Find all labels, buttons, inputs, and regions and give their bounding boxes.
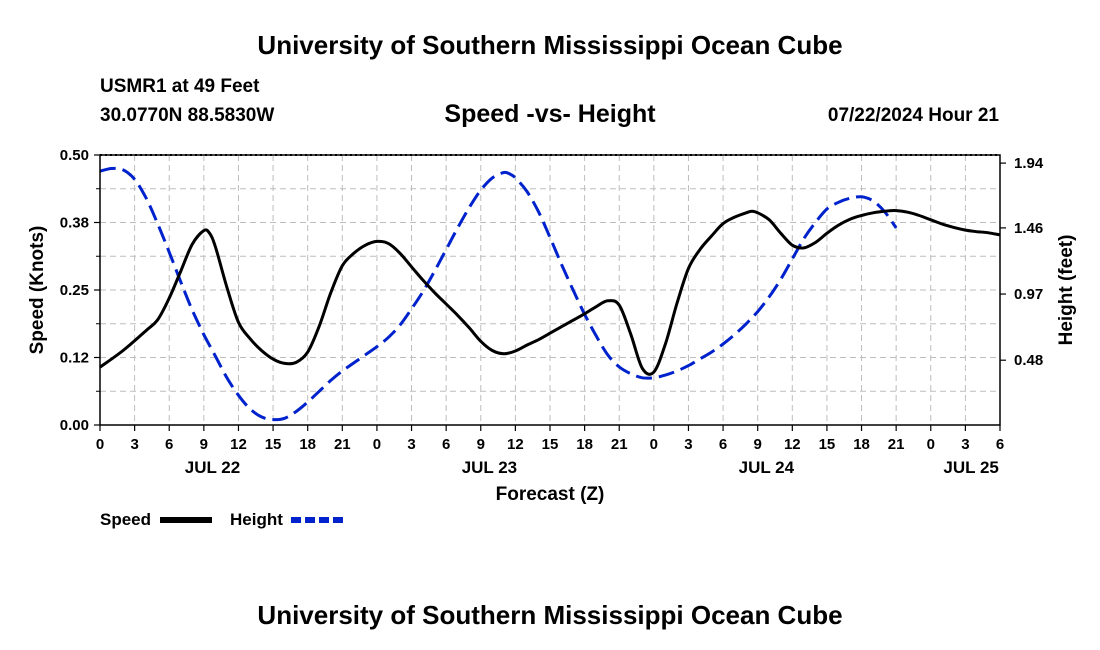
x-tick-label: 0 (650, 436, 658, 453)
x-tick-label: 18 (853, 436, 870, 453)
x-tick-label: 6 (719, 436, 727, 453)
speed-axis: 0.00 0.12 0.25 0.38 0.50 (60, 147, 100, 434)
main-title: University of Southern Mississippi Ocean… (257, 30, 843, 60)
station-label: USMR1 at 49 Feet (100, 76, 260, 97)
x-tick-label: 18 (299, 436, 316, 453)
y-tick-label: 0.12 (60, 350, 89, 367)
x-tick-label: 15 (542, 436, 559, 453)
legend-height-label: Height (230, 510, 283, 529)
x-tick-label: 15 (265, 436, 282, 453)
y-tick-label: 0.38 (60, 215, 89, 232)
x-tick-label: 3 (684, 436, 692, 453)
x-tick-label: 21 (611, 436, 628, 453)
legend: Speed Height (100, 510, 343, 529)
y-tick-label: 0.00 (60, 417, 89, 434)
height-series-line (99, 166, 898, 422)
x-tick-label: 3 (130, 436, 138, 453)
height-axis: 0.48 0.97 1.46 1.94 (1000, 155, 1044, 369)
x-tick-label: 12 (784, 436, 801, 453)
speed-series-line (99, 209, 1001, 376)
x-tick-label: 9 (200, 436, 208, 453)
x-axis: 0 3 6 9 12 15 18 21 0 3 6 9 12 15 18 21 0 3 6 9 12 15 18 21 0 3 6J… (96, 425, 1004, 477)
grid (100, 155, 1000, 425)
x-tick-label: 0 (927, 436, 935, 453)
date-label: JUL 25 (943, 458, 998, 477)
chart-title: Speed -vs- Height (444, 100, 656, 128)
x-tick-label: 3 (407, 436, 415, 453)
x-tick-label: 12 (507, 436, 524, 453)
x-tick-label: 3 (961, 436, 969, 453)
x-tick-label: 0 (96, 436, 104, 453)
date-label: JUL 22 (185, 458, 240, 477)
x-tick-label: 21 (888, 436, 905, 453)
y2-axis-label: Height (feet) (1056, 235, 1077, 346)
y-axis-label: Speed (Knots) (27, 226, 48, 355)
forecast-datetime: 07/22/2024 Hour 21 (827, 105, 999, 126)
x-tick-label: 12 (230, 436, 247, 453)
y2-tick-label: 1.94 (1014, 155, 1044, 172)
y2-tick-label: 0.97 (1014, 286, 1043, 303)
series-layer (99, 166, 1001, 422)
x-tick-label: 6 (165, 436, 173, 453)
legend-speed-label: Speed (100, 510, 151, 529)
station-coordinates: 30.0770N 88.5830W (100, 105, 275, 126)
x-tick-label: 9 (477, 436, 485, 453)
x-tick-label: 6 (996, 436, 1004, 453)
x-tick-label: 6 (442, 436, 450, 453)
x-tick-label: 21 (334, 436, 351, 453)
x-tick-label: 18 (576, 436, 593, 453)
x-tick-label: 9 (754, 436, 762, 453)
y2-tick-label: 0.48 (1014, 352, 1043, 369)
date-label: JUL 23 (462, 458, 517, 477)
x-axis-label: Forecast (Z) (496, 484, 605, 505)
y-tick-label: 0.25 (60, 282, 89, 299)
date-label: JUL 24 (739, 458, 795, 477)
footer-title: University of Southern Mississippi Ocean… (257, 600, 843, 630)
x-tick-label: 0 (373, 436, 381, 453)
y2-tick-label: 1.46 (1014, 220, 1043, 237)
x-tick-label: 15 (819, 436, 836, 453)
y-tick-label: 0.50 (60, 147, 89, 164)
